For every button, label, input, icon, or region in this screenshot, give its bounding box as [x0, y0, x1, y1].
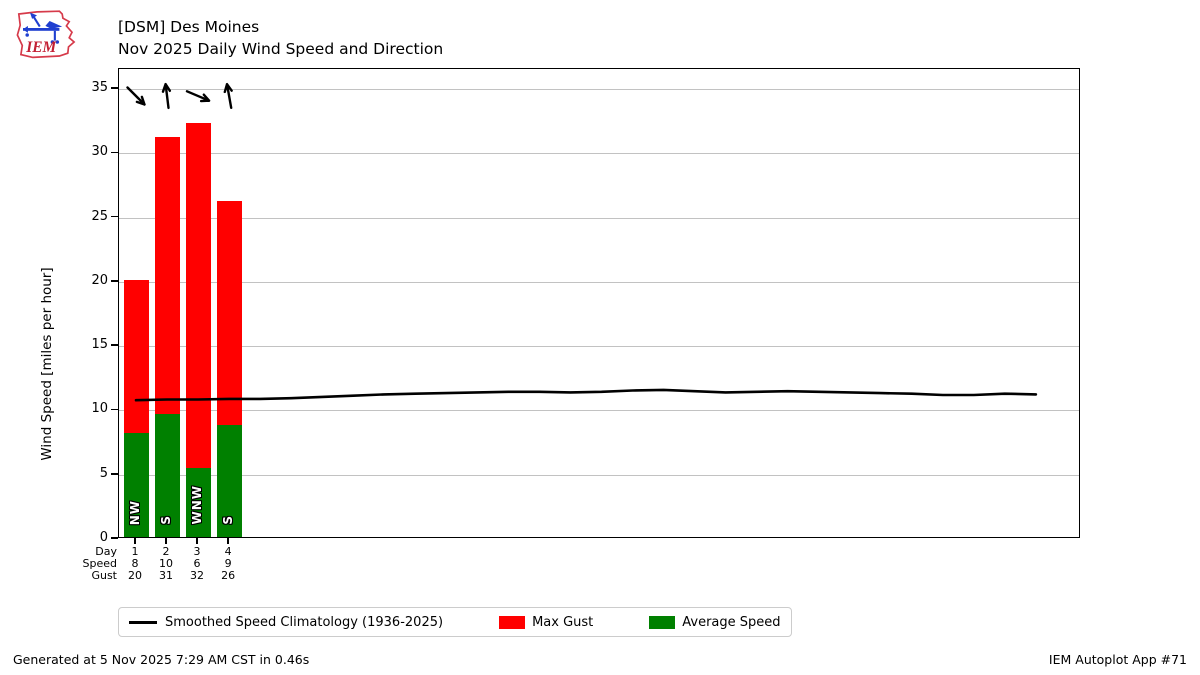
legend: Smoothed Speed Climatology (1936-2025) Ma… [118, 607, 792, 637]
average-speed-bar [123, 432, 149, 537]
y-tick-label: 25 [91, 208, 108, 224]
climatology-line [134, 388, 1038, 402]
table-row-label: Gust [91, 569, 117, 582]
wind-direction-arrow [223, 83, 233, 109]
plot-title: Nov 2025 Daily Wind Speed and Direction [118, 40, 444, 58]
gridline [119, 410, 1079, 412]
table-cell: 1 [131, 545, 139, 558]
y-tick-mark [111, 537, 118, 539]
gridline [119, 474, 1079, 476]
y-tick-mark [111, 344, 118, 346]
chart-title-block: [DSM] Des Moines Nov 2025 Daily Wind Spe… [118, 16, 443, 60]
table-cell: 26 [221, 569, 236, 582]
y-tick-label: 10 [91, 401, 108, 417]
x-tick-mark [165, 538, 167, 544]
table-cell: 20 [128, 569, 142, 582]
x-tick-mark [227, 538, 229, 544]
wind-direction-arrow [185, 90, 211, 103]
y-tick-mark [111, 151, 118, 154]
legend-patch-swatch [499, 615, 526, 629]
average-speed-bar [154, 413, 180, 537]
legend-label: Max Gust [532, 614, 594, 630]
table-cell: 4 [224, 545, 232, 558]
x-tick-mark [134, 538, 136, 544]
y-tick-label: 35 [91, 80, 108, 96]
iem-logo: IEM [16, 10, 76, 59]
iem-logo-text: IEM [25, 39, 57, 56]
legend-item: Max Gust [499, 615, 593, 630]
table-cell: 2 [162, 545, 170, 558]
legend-item: Average Speed [649, 614, 781, 630]
table-cell: 3 [193, 545, 201, 558]
gridline [119, 281, 1079, 283]
y-tick-mark [111, 280, 118, 282]
legend-patch-swatch [649, 615, 676, 629]
plot-area: Wind Speed [miles per hour] NW S WNW S [39, 68, 1080, 538]
gridline [119, 89, 1079, 91]
y-tick-mark [111, 408, 118, 411]
legend-label: Smoothed Speed Climatology (1936-2025) [165, 614, 444, 630]
app-credit-text: IEM Autoplot App #71 [1048, 652, 1187, 667]
legend-item: Smoothed Speed Climatology (1936-2025) [129, 615, 443, 630]
y-tick-label: 0 [99, 530, 108, 545]
y-tick-label: 5 [99, 465, 108, 481]
table-cell: 32 [190, 569, 205, 582]
gridline [119, 346, 1079, 348]
table-cell: 6 [193, 557, 201, 570]
generated-at-text: Generated at 5 Nov 2025 7:29 AM CST in 0… [13, 652, 310, 667]
legend-label: Average Speed [682, 614, 781, 630]
x-tick-mark [196, 538, 198, 544]
iowa-outline [16, 10, 76, 59]
table-cell: 31 [159, 569, 174, 582]
table-row-label: Speed [82, 557, 117, 570]
y-tick-label: 30 [91, 144, 108, 160]
wind-direction-arrow [126, 86, 146, 106]
y-tick-label: 15 [91, 337, 108, 353]
y-tick-mark [111, 472, 118, 475]
weather-vane-icon [23, 12, 63, 44]
average-speed-bar [216, 425, 242, 537]
y-tick-label: 20 [91, 272, 108, 288]
table-cell: 10 [159, 557, 174, 570]
table-cell: 8 [131, 557, 139, 570]
plot-overlay [126, 82, 1038, 402]
wind-direction-arrow [161, 82, 172, 110]
average-speed-bar [185, 467, 211, 537]
table-cell: 9 [224, 557, 232, 570]
y-tick-mark [111, 215, 118, 218]
gridline [119, 153, 1079, 155]
y-axis-label: Wind Speed [miles per hour] [39, 267, 55, 461]
gridline [119, 217, 1079, 219]
legend-line-swatch [129, 620, 157, 624]
station-title: [DSM] Des Moines [118, 18, 260, 36]
table-row-label: Day [95, 545, 117, 558]
y-tick-mark [111, 87, 118, 89]
